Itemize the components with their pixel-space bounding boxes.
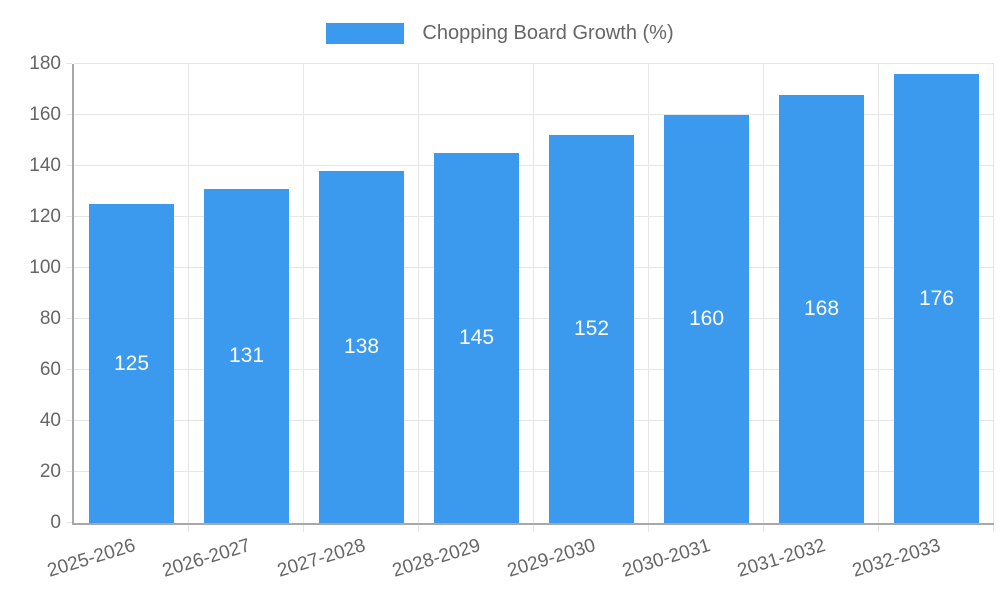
x-gridline	[418, 64, 419, 523]
x-axis-label: 2025-2026	[44, 535, 138, 582]
x-tick-mark	[418, 525, 419, 532]
bar-value-label: 138	[343, 335, 380, 359]
y-tick-mark	[66, 267, 72, 268]
y-tick-label: 100	[29, 257, 61, 278]
y-tick-mark	[66, 369, 72, 370]
bar: 160	[664, 115, 749, 523]
y-tick-label: 40	[39, 410, 61, 431]
x-tick-mark	[993, 525, 994, 532]
x-gridline	[533, 64, 534, 523]
x-axis-label: 2028-2029	[389, 535, 483, 582]
bar-value-label: 176	[918, 286, 955, 310]
y-tick-label: 60	[39, 359, 61, 380]
plot-area: 0 20 40 60 80 100 120 140 160 180 125 2025-2026 131 2…	[29, 53, 994, 582]
x-gridline	[303, 64, 304, 523]
legend-swatch	[326, 23, 405, 44]
y-tick-mark	[66, 471, 72, 472]
y-gridline	[74, 471, 994, 472]
x-tick-mark	[878, 525, 879, 532]
y-tick-label: 180	[29, 53, 61, 74]
x-gridline	[763, 64, 764, 523]
legend-label: Chopping Board Growth (%)	[422, 22, 674, 44]
bar-value-label: 168	[803, 296, 840, 320]
x-gridline	[648, 64, 649, 523]
y-tick-mark	[66, 522, 72, 523]
x-axis-label: 2029-2030	[504, 535, 598, 582]
y-tick-mark	[66, 216, 72, 217]
x-tick-mark	[188, 525, 189, 532]
y-tick-label: 80	[39, 308, 61, 329]
y-tick-label: 20	[39, 461, 61, 482]
y-gridline	[74, 114, 994, 115]
x-gridline	[878, 64, 879, 523]
y-tick-mark	[66, 165, 72, 166]
bar-value-label: 131	[228, 343, 265, 367]
x-axis-label: 2027-2028	[274, 535, 368, 582]
y-tick-label: 120	[29, 206, 61, 227]
x-tick-mark	[303, 525, 304, 532]
y-gridline	[74, 165, 994, 166]
bar-value-label: 145	[458, 326, 495, 350]
bar: 138	[319, 171, 404, 523]
bar-value-label: 125	[113, 351, 150, 375]
legend: Chopping Board Growth (%)	[0, 22, 1000, 45]
y-gridline	[74, 318, 994, 319]
bar: 125	[89, 204, 174, 523]
y-tick-label: 160	[29, 104, 61, 125]
y-gridline	[74, 267, 994, 268]
y-gridline	[74, 216, 994, 217]
x-tick-mark	[763, 525, 764, 532]
y-gridline	[74, 420, 994, 421]
x-axis-label: 2032-2033	[849, 535, 943, 582]
bar: 145	[434, 153, 519, 523]
x-axis-label: 2030-2031	[619, 535, 713, 582]
x-gridline	[188, 64, 189, 523]
bar: 168	[779, 94, 864, 523]
y-gridline	[74, 369, 994, 370]
y-tick-mark	[66, 114, 72, 115]
x-tick-mark	[648, 525, 649, 532]
y-tick-label: 0	[50, 512, 61, 533]
bar: 176	[894, 74, 979, 523]
x-gridline	[993, 64, 994, 523]
y-tick-mark	[66, 420, 72, 421]
bar: 152	[549, 135, 634, 523]
y-tick-mark	[66, 318, 72, 319]
x-tick-mark	[533, 525, 534, 532]
y-tick-mark	[66, 63, 72, 64]
x-axis-label: 2031-2032	[734, 535, 828, 582]
bar-value-label: 160	[688, 307, 725, 330]
bar: 131	[204, 188, 289, 523]
x-axis-label: 2026-2027	[159, 535, 253, 582]
bar-value-label: 152	[573, 317, 610, 341]
y-tick-label: 140	[29, 155, 61, 176]
y-gridline	[74, 63, 994, 64]
